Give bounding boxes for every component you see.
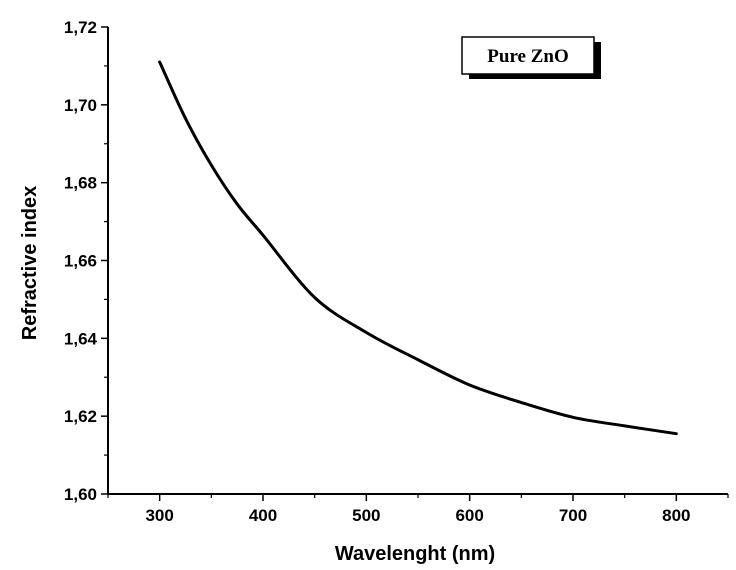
y-tick-label: 1,68 [64,174,97,193]
series-layer [158,60,678,436]
x-axis-title: Wavelenght (nm) [335,543,495,565]
axes-frame [107,27,728,495]
axis-ticks: 1,60 1,62 1,64 1,66 1,68 1,70 1,72 300 400 500 600… [64,18,729,525]
y-tick-label: 1,66 [64,252,97,271]
legend: Pure ZnO [461,36,601,79]
x-tick-label: 500 [352,506,380,525]
y-tick-label: 1,62 [64,407,97,426]
legend-label: Pure ZnO [487,46,568,67]
series-line [158,60,678,436]
legend-box [461,36,595,75]
y-axis-title: Refractive index [19,186,41,341]
x-tick-label: 600 [455,506,483,525]
x-tick-label: 300 [145,506,173,525]
x-tick-label: 700 [559,506,587,525]
y-tick-label: 1,64 [64,329,98,348]
y-tick-label: 1,72 [64,18,97,37]
y-tick-label: 1,60 [64,485,97,504]
x-tick-label: 400 [249,506,277,525]
x-tick-label: 800 [662,506,690,525]
y-tick-label: 1,70 [64,96,97,115]
